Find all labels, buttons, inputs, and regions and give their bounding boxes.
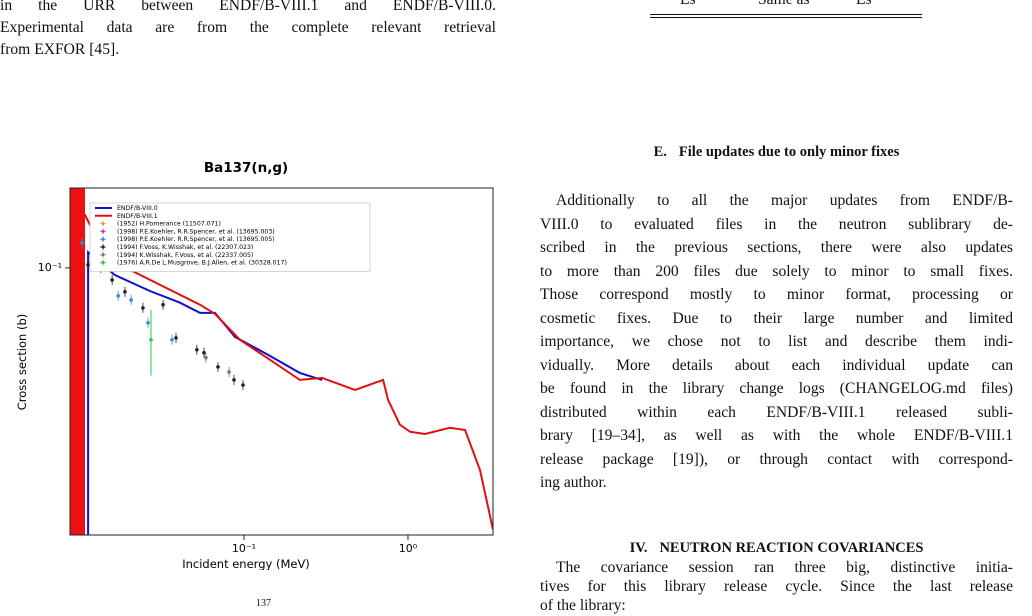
legend-swatch bbox=[101, 237, 105, 241]
legend-box bbox=[89, 202, 371, 272]
data-point bbox=[204, 355, 208, 360]
text-line: vidually. More details about each indivi… bbox=[540, 356, 1013, 374]
data-point bbox=[129, 298, 133, 302]
data-point bbox=[241, 383, 245, 387]
section-heading: IV. NEUTRON REACTION COVARIANCES bbox=[540, 540, 1013, 557]
table-rule bbox=[650, 14, 922, 15]
data-point bbox=[110, 278, 114, 282]
figure-caption: 137 bbox=[256, 598, 271, 609]
section-title: File updates due to only minor fixes bbox=[678, 144, 900, 160]
text-line: importance, we chose not to list and des… bbox=[540, 333, 1013, 350]
table-cell: Es bbox=[680, 0, 696, 9]
axes-frame bbox=[69, 187, 494, 536]
caption-fragment: 137 bbox=[256, 598, 271, 609]
data-point bbox=[123, 290, 127, 294]
section-heading: E. File updates due to only minor fixes bbox=[540, 144, 1013, 161]
text-line: Those correspond mostly to minor format,… bbox=[540, 286, 1013, 303]
data-point bbox=[202, 350, 206, 355]
table-cell: Same as bbox=[758, 0, 810, 9]
section-title: NEUTRON REACTION COVARIANCES bbox=[659, 540, 924, 556]
text-line: The covariance session ran three big, di… bbox=[556, 559, 1013, 576]
text-line: scribed in the previous sections, there … bbox=[540, 239, 1013, 256]
legend-label: (1994) K.Wisshak, F.Voss, et al. (22337.… bbox=[117, 252, 253, 259]
text-line: release package [19]), or through contac… bbox=[540, 450, 1013, 468]
text-line: to more than 200 files due solely to min… bbox=[540, 262, 1013, 280]
text-line: tives for this library release cycle. Si… bbox=[540, 578, 1013, 595]
chart: Ba137(n,g) Incident energy (MeV) Cross s… bbox=[15, 160, 494, 570]
legend-swatch bbox=[101, 229, 105, 233]
text-line: distributed within each ENDF/B-VIII.1 re… bbox=[540, 403, 1013, 421]
data-point bbox=[216, 365, 220, 369]
table-row: Es Same as Es bbox=[650, 0, 922, 9]
data-point bbox=[146, 320, 150, 325]
text-line: VIII.0 to evaluated files in the neutron… bbox=[540, 215, 1013, 233]
legend-label: (1994) F.Voss, K.Wisshak, et al. (22307.… bbox=[117, 244, 253, 251]
text-line: cosmetic fixes. Due to their large numbe… bbox=[540, 309, 1013, 327]
chart-title: Ba137(n,g) bbox=[204, 160, 288, 176]
text-line: Experimental data are from the complete … bbox=[0, 19, 496, 36]
text-line: in the URR between ENDF/B-VIII.1 and END… bbox=[0, 0, 496, 14]
legend-swatch bbox=[101, 261, 105, 265]
data-point bbox=[232, 378, 236, 382]
table-cell: Es bbox=[856, 0, 872, 9]
x-tick-label: 10⁰ bbox=[399, 542, 418, 555]
data-point bbox=[195, 348, 199, 352]
x-tick-label: 10⁻¹ bbox=[232, 542, 256, 555]
section-number: E. bbox=[653, 144, 667, 160]
data-line bbox=[83, 214, 493, 530]
legend-label: (1998) P.E.Koehler, R.R.Spencer, et al. … bbox=[117, 236, 275, 243]
data-point bbox=[141, 306, 145, 310]
text-line: Additionally to all the major updates fr… bbox=[556, 192, 1013, 209]
legend-swatch bbox=[101, 222, 105, 226]
data-point bbox=[86, 263, 90, 267]
table-rule bbox=[650, 17, 922, 18]
legend-swatch bbox=[101, 245, 105, 249]
data-line bbox=[87, 250, 323, 535]
data-point bbox=[170, 338, 174, 342]
legend-label: (1976) A.R.De L.Musgrove, B.J.Allen, et … bbox=[117, 260, 287, 267]
legend-swatch bbox=[101, 253, 105, 257]
data-point bbox=[161, 302, 165, 307]
text-line: of the library: bbox=[540, 597, 626, 614]
data-point bbox=[116, 294, 121, 298]
y-axis-label: Cross section (b) bbox=[15, 314, 29, 411]
data-point bbox=[149, 338, 153, 342]
legend-label: (1998) P.E.Koehler, R.R.Spencer, et al. … bbox=[117, 228, 275, 235]
legend-label: ENDF/B-VIII.0 bbox=[117, 205, 158, 212]
text-line: from EXFOR [45]. bbox=[0, 41, 120, 58]
text-line: brary [19–34], as well as with the whole… bbox=[540, 427, 1013, 444]
data-point bbox=[174, 336, 178, 340]
resonance-band bbox=[70, 188, 85, 535]
legend-label: ENDF/B-VIII.1 bbox=[117, 213, 158, 220]
data-point bbox=[227, 370, 231, 374]
legend-label: (1952) H.Pomerance (11507.071) bbox=[117, 221, 221, 228]
data-point bbox=[80, 240, 84, 245]
y-tick-label: 10⁻¹ bbox=[38, 261, 62, 274]
x-axis-label: Incident energy (MeV) bbox=[182, 557, 310, 570]
text-line: be found in the library change logs (CHA… bbox=[540, 380, 1013, 397]
section-number: IV. bbox=[629, 540, 648, 556]
text-line: ing author. bbox=[540, 474, 607, 491]
